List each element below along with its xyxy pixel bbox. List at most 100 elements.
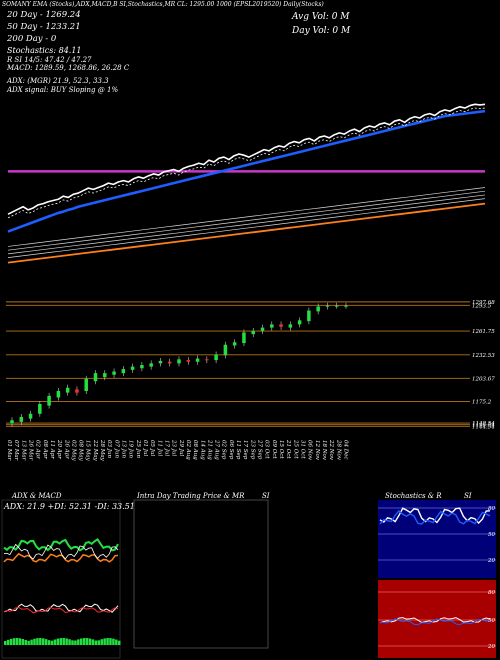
series-ema-slow [7, 202, 486, 264]
channel-line [7, 187, 486, 247]
candle-body [288, 324, 293, 328]
date-tick-label: 05 Jul [149, 440, 155, 456]
level-label: 1203.67 [472, 376, 495, 382]
ma20-label: 20 Day - 1269.24 [7, 10, 81, 20]
candle-body [38, 404, 42, 414]
macd-histogram-bar [30, 639, 33, 645]
date-axis: 01 Mar 07 Mar 13 Mar 26 Mar 02 Apr 08 Apr 11 A… [6, 439, 348, 462]
date-tick-label: 11 Sep [235, 440, 241, 460]
candle-body [149, 363, 153, 367]
macd-histogram-bar [4, 641, 7, 645]
date-tick-label: 03 Oct [264, 440, 270, 459]
date-tick-label: 19 Jun [128, 440, 134, 458]
candle-body [195, 358, 200, 362]
macd-histogram-bar [115, 639, 118, 645]
date-tick-label: 12 Nov [314, 440, 320, 461]
channel-line [7, 198, 486, 258]
macd-histogram-bar [74, 640, 77, 645]
date-tick-label: 29 Jul [178, 439, 184, 456]
macd-histogram-bar [59, 638, 63, 645]
macd-histogram-bar [42, 638, 45, 645]
date-tick-label: 08 Apr [42, 440, 48, 459]
date-tick-label: 21 Aug [206, 439, 212, 460]
date-tick-label: 26 Mar [27, 439, 33, 461]
stoch-title: Stochastics & R [385, 492, 442, 500]
candle-body [28, 413, 33, 419]
date-tick-label: 22 Nov [328, 439, 334, 461]
candle-body [242, 332, 246, 344]
date-tick-label: 17 Sep [242, 440, 248, 460]
rsi-signal-line [379, 618, 491, 626]
stoch-si-tag: SI [464, 492, 472, 500]
date-tick-label: 25 Jun [135, 439, 141, 458]
date-tick-label: 02 May [70, 440, 76, 462]
rsi-level-label: 20 [487, 644, 495, 650]
level-label: 1232.53 [472, 353, 495, 359]
date-tick-label: 31 Oct [299, 440, 305, 459]
rsi-level-label: 50 [488, 618, 495, 624]
date-tick-label: 11 Jul [156, 440, 162, 456]
date-tick-label: 20 Apr [56, 439, 62, 459]
ma200-label: 200 Day - 0 [7, 34, 57, 44]
adx-plus-di-line [3, 537, 119, 552]
date-tick-label: 01 Jul [142, 440, 148, 456]
macd-histogram-bar [65, 638, 68, 645]
candle-body [84, 378, 88, 391]
candle-body [270, 324, 274, 328]
stoch-label: Stochastics: 84.11 [7, 46, 82, 55]
level-label: 1297.68 [472, 300, 495, 306]
candle-body [325, 305, 330, 307]
macd-histogram-bar [9, 638, 13, 645]
candle-body [167, 361, 172, 364]
level-label: 1175.2 [472, 399, 492, 405]
adx-signal-label: ADX signal: BUY Sloping @ 1% [7, 86, 119, 94]
adx-macd-title: ADX & MACD [12, 492, 62, 500]
candle-body [121, 369, 126, 374]
channel-line [7, 190, 486, 251]
date-tick-label: 02 Sep [221, 440, 227, 460]
date-tick-label: 15 Oct [278, 440, 284, 459]
macd-histogram-bar [39, 638, 42, 645]
macd-histogram-bar [106, 638, 109, 645]
date-tick-label: 22 May [92, 439, 98, 462]
candle-body [307, 310, 311, 322]
macd-line [3, 603, 119, 613]
macd-histogram-bar [12, 638, 16, 645]
avg-vol-label: Avg Vol: 0 M [292, 12, 350, 22]
macd-histogram-bar [44, 639, 48, 645]
channel-line [7, 194, 486, 255]
date-tick-label: 14 Aug [199, 440, 205, 460]
candle-body [186, 360, 191, 362]
macd-histogram-bar [15, 638, 19, 645]
candle-body [65, 387, 70, 393]
macd-histogram-bar [94, 640, 98, 645]
candle-body [112, 371, 116, 375]
candle-body [103, 373, 107, 378]
adx-macd-frame [1, 499, 121, 659]
header-top-line: SOMANY EMA (Stocks),ADX,MACD,B SI,Stocha… [2, 1, 324, 8]
candle-body [334, 305, 339, 307]
mr-frame [133, 499, 269, 649]
stoch-level-label: 50 [488, 532, 495, 538]
candle-body [130, 366, 135, 370]
macd-histogram-bar [62, 638, 65, 645]
candle-body [177, 359, 181, 364]
candle-body [260, 327, 265, 331]
macd-histogram-bar [100, 639, 103, 645]
mr-si-tag: SI [262, 492, 270, 500]
mr-title: Intra Day Trading Price & MR [137, 492, 245, 500]
candle-body [158, 360, 163, 364]
macd-histogram-bar [118, 640, 121, 645]
date-tick-label: 26 Apr [63, 439, 69, 459]
macd-histogram-bar [77, 639, 80, 645]
date-tick-label: 06 Nov [307, 440, 313, 461]
stoch-d-line [379, 509, 491, 525]
candle-body [344, 305, 348, 307]
level-label: 1293.5 [472, 303, 492, 309]
date-tick-label: 13 Mar [20, 440, 26, 461]
candle-body [223, 344, 228, 356]
rsi-level-label: 80 [488, 590, 495, 596]
macd-histogram-bar [80, 638, 83, 645]
candle-body [205, 359, 209, 361]
